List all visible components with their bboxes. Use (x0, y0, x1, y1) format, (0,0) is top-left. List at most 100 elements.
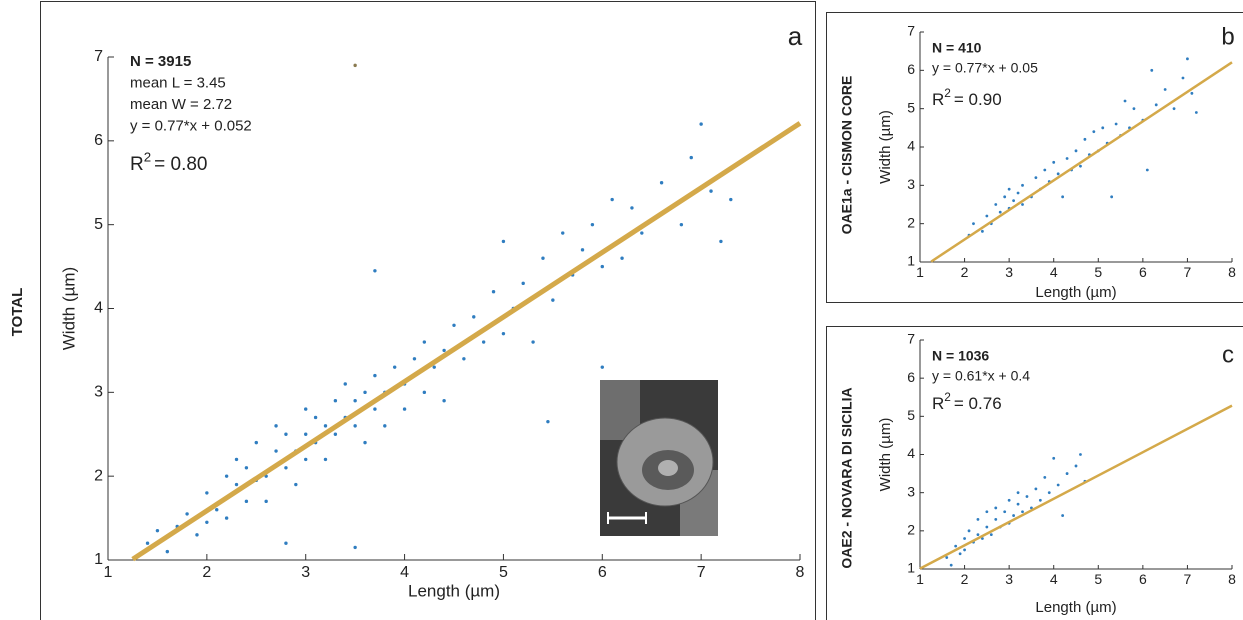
point (323, 424, 328, 428)
point (1101, 126, 1105, 130)
point (981, 229, 984, 233)
point (244, 466, 249, 470)
row-label: TOTAL (9, 288, 26, 337)
point (1163, 88, 1167, 91)
point (1074, 464, 1078, 468)
x-tick-label: 4 (400, 564, 409, 581)
x-tick-label: 6 (598, 564, 607, 581)
point (1007, 187, 1011, 191)
y-tick-label: 2 (907, 522, 915, 538)
point (699, 122, 703, 126)
point (333, 399, 338, 403)
y-tick-label: 1 (907, 253, 915, 269)
point (304, 407, 308, 411)
point (195, 533, 199, 537)
point (373, 407, 377, 411)
r-squared-base: R (932, 394, 944, 413)
point (1021, 203, 1024, 206)
point (963, 548, 966, 552)
y-tick-label: 2 (94, 467, 103, 484)
r-squared-value: = 0.76 (954, 394, 1002, 413)
point (1194, 111, 1198, 114)
point (442, 348, 446, 353)
x-tick-label: 5 (1094, 571, 1102, 587)
x-tick-label: 6 (1139, 264, 1147, 280)
point (155, 528, 160, 533)
y-tick-label: 2 (907, 214, 915, 230)
x-tick-label: 3 (301, 564, 310, 581)
point (1061, 195, 1065, 199)
y-tick-label: 5 (94, 216, 103, 233)
point (304, 432, 308, 436)
point (1047, 491, 1051, 495)
point (1030, 506, 1033, 510)
point (546, 419, 550, 424)
point (422, 390, 427, 395)
x-axis-label: Length (µm) (408, 581, 500, 600)
point (284, 466, 288, 470)
r-squared-base: R (130, 154, 144, 175)
point (323, 457, 328, 462)
x-tick-label: 5 (1094, 264, 1102, 280)
annotation: N = 1036 (932, 348, 989, 364)
point (501, 239, 506, 244)
point (1052, 160, 1056, 164)
point (432, 365, 436, 369)
y-tick-label: 4 (907, 445, 915, 461)
point (313, 415, 318, 420)
point (1016, 191, 1020, 195)
x-tick-label: 5 (499, 564, 508, 581)
panel-letter: c (1222, 341, 1234, 368)
point (1012, 514, 1015, 517)
point (224, 474, 229, 478)
point (452, 323, 456, 327)
x-tick-label: 7 (697, 564, 706, 581)
point (205, 491, 209, 495)
point (985, 525, 989, 529)
point (949, 563, 953, 567)
point (343, 382, 347, 386)
point (1145, 168, 1149, 172)
x-tick-label: 8 (796, 564, 805, 581)
y-tick-label: 7 (907, 23, 915, 39)
r-squared: R2 = 0.76 (932, 390, 1002, 413)
point (412, 357, 417, 361)
point (422, 340, 427, 344)
fit-line (930, 61, 1233, 263)
point (620, 256, 624, 260)
point (1065, 472, 1069, 475)
point (719, 239, 723, 244)
point (976, 533, 980, 537)
point (1052, 456, 1056, 460)
sem-inset (600, 380, 718, 536)
r-squared-value: = 0.80 (154, 154, 207, 175)
panel-frame (826, 326, 1243, 620)
point (185, 512, 189, 516)
point (1021, 183, 1024, 187)
annotation: mean L = 3.45 (130, 74, 226, 91)
point (491, 290, 496, 294)
point (958, 552, 962, 556)
y-tick-label: 5 (907, 99, 915, 115)
y-tick-label: 1 (907, 560, 915, 576)
panel-frame (40, 1, 816, 620)
point (551, 298, 555, 302)
point (1025, 495, 1029, 498)
point (1021, 510, 1024, 514)
point (234, 457, 239, 462)
point (402, 407, 407, 411)
y-tick-label: 6 (94, 132, 103, 149)
point (976, 517, 980, 521)
panel-letter: b (1221, 23, 1234, 50)
y-tick-label: 5 (907, 407, 915, 423)
point (1114, 122, 1118, 126)
x-tick-label: 6 (1139, 571, 1147, 587)
point (689, 155, 693, 160)
point (729, 197, 733, 202)
y-axis-label: Width (µm) (877, 418, 894, 492)
point (284, 541, 288, 545)
point (363, 440, 367, 445)
point (640, 231, 644, 235)
annotation: y = 0.77*x + 0.05 (932, 60, 1038, 76)
